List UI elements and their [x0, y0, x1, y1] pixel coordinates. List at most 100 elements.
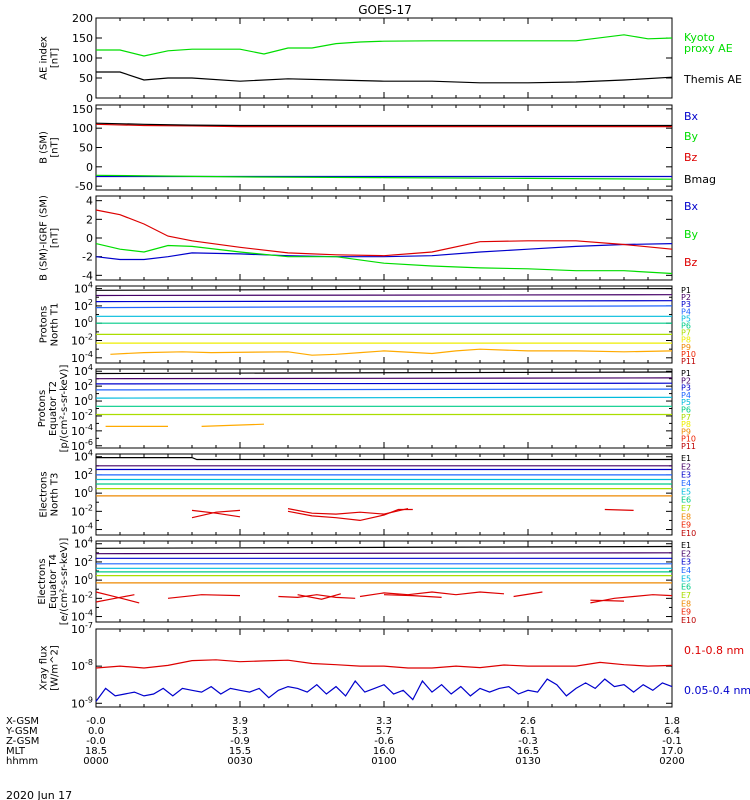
y-tick-label: 102: [74, 378, 93, 393]
ephemeris-value: 18.5: [85, 746, 107, 757]
series-line-p4: [95, 388, 673, 391]
series-line-p3: [95, 300, 673, 303]
ephemeris-value: -0.0: [86, 736, 106, 747]
y-tick-label: -2: [82, 251, 93, 264]
y-tick-label: 50: [79, 72, 93, 85]
series-line-e9c: [278, 594, 356, 599]
ephemeris-value: 0000: [83, 756, 108, 767]
y-tick-label: 0: [86, 161, 93, 174]
y-tick-exponent: -4: [85, 423, 93, 432]
panel-frame: [95, 628, 673, 708]
y-tick-label: 100: [72, 52, 93, 65]
legend-entry: P1: [681, 369, 691, 378]
y-tick-exponent: 0: [88, 485, 93, 494]
series-line-p2: [95, 294, 673, 297]
ephemeris-value: 0130: [515, 756, 540, 767]
series-line-by: [95, 174, 673, 180]
ephemeris-row-label: X-GSM: [6, 716, 39, 727]
legend-entry: Themis AE: [683, 73, 742, 86]
y-tick-exponent: -2: [85, 503, 93, 512]
ephemeris-value: 6.4: [664, 726, 680, 737]
legend-entry: E10: [681, 529, 696, 538]
legend-entry: P3: [681, 300, 691, 309]
ephemeris-value: 0100: [371, 756, 396, 767]
series-line-themis-ae: [96, 71, 673, 84]
series-line-p1: [95, 371, 673, 375]
y-tick-label: 200: [72, 12, 93, 25]
legend-entry: Kyoto: [684, 31, 715, 44]
y-tick-exponent: 2: [88, 378, 93, 387]
y-tick-label: 104: [74, 536, 93, 551]
series-line-bmag: [95, 122, 672, 127]
y-tick-label: 104: [74, 363, 93, 378]
panel-frame: [95, 368, 673, 449]
legend-entry: P11: [681, 357, 696, 366]
legend-entry: P9: [681, 427, 691, 436]
series-line-e9g: [513, 591, 543, 598]
panel-frame: [95, 195, 673, 281]
legend-entry: E5: [681, 574, 691, 583]
y-tick-label: 100: [74, 485, 93, 500]
series-line-kyoto-proxy-ae: [96, 34, 673, 57]
y-tick-exponent: 0: [88, 572, 93, 581]
legend-entry: P9: [681, 343, 691, 352]
y-tick-label: 150: [72, 32, 93, 45]
series-line-bz: [95, 123, 672, 128]
legend-entry: 0.1-0.8 nm: [684, 644, 744, 657]
y-tick-exponent: -4: [85, 522, 93, 531]
legend-entry: P5: [681, 314, 691, 323]
y-axis-label: AE index: [39, 36, 50, 80]
ephemeris-value: 0.0: [88, 726, 104, 737]
series-line-e9d: [297, 593, 341, 600]
y-axis-label: Protons: [39, 306, 50, 343]
legend-entry: P6: [681, 406, 691, 415]
ephemeris-row-label: MLT: [6, 746, 26, 757]
y-tick-label: 102: [74, 467, 93, 482]
legend-entry: E8: [681, 599, 691, 608]
y-tick-label: 10-4: [71, 522, 93, 537]
y-tick-label: -50: [75, 180, 93, 193]
ephemeris-value: 3.3: [376, 716, 392, 727]
y-tick-label: 4: [86, 195, 93, 208]
legend-entry: E6: [681, 583, 691, 592]
y-tick-exponent: 2: [88, 467, 93, 476]
legend-entry: P11: [681, 442, 696, 451]
y-tick-label: 150: [72, 103, 93, 116]
legend-entry: E5: [681, 487, 691, 496]
y-axis-label: Electrons: [37, 558, 48, 604]
legend-entry: E7: [681, 504, 691, 513]
panel-bdiff: -4 -2 0 2 4 B (SM)-IGRF (SM) [nT] Bx By Bz: [39, 195, 699, 283]
y-tick-exponent: 0: [88, 393, 93, 402]
y-tick-exponent: -2: [85, 333, 93, 342]
legend-entry: P2: [681, 293, 691, 302]
legend-entry: P2: [681, 376, 691, 385]
legend-entry: E10: [681, 616, 696, 625]
y-tick-label: 100: [74, 315, 93, 330]
y-tick-label: 50: [79, 142, 93, 155]
y-axis-label: Equator T4: [48, 554, 59, 609]
legend-entry: P6: [681, 322, 691, 331]
series-line-e10b: [287, 508, 413, 522]
legend-entry: proxy AE: [684, 42, 733, 55]
legend-entry: P1: [681, 286, 691, 295]
panel-frame: [95, 17, 673, 99]
y-tick-label: 104: [74, 281, 93, 296]
legend-entry: P5: [681, 398, 691, 407]
y-tick-exponent: -7: [85, 621, 93, 630]
series-line-p10: [110, 348, 673, 356]
ephemeris-value: 5.7: [376, 726, 392, 737]
series-line-e9f: [383, 594, 442, 598]
series-line-p4: [95, 305, 673, 309]
y-tick-exponent: -4: [85, 350, 93, 359]
legend-entry: E6: [681, 496, 691, 505]
series-line-e9: [191, 509, 241, 518]
legend-entry: 0.05-0.4 nm: [684, 684, 750, 697]
y-tick-label: 2: [86, 213, 93, 226]
y-tick-label: 102: [74, 298, 93, 313]
y-tick-label: 100: [74, 393, 93, 408]
legend-entry: By: [684, 228, 699, 241]
